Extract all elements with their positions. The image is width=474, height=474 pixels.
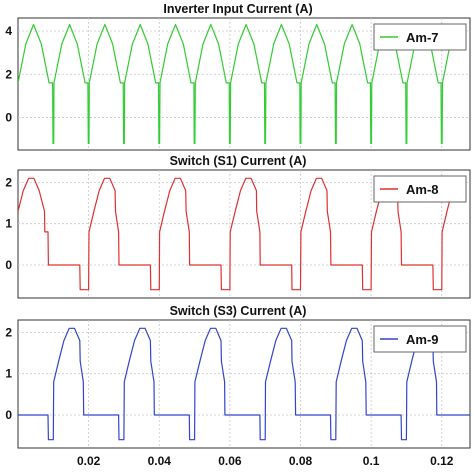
x-tick-label: 0.06: [218, 454, 242, 468]
x-tick-label: 0.08: [289, 454, 313, 468]
x-tick-label: 0.02: [77, 454, 101, 468]
chart-panel-3: Switch (S3) Current (A) 0 1 2 0.02 0.04 0.06 0.…: [5, 304, 471, 468]
chart-title: Inverter Input Current (A): [163, 2, 312, 16]
series-line-am-9: [18, 327, 470, 441]
x-tick-label: 0.04: [148, 454, 172, 468]
y-tick-label: 0: [5, 111, 12, 125]
chart-title: Switch (S3) Current (A): [170, 304, 307, 318]
y-tick-label: 2: [5, 67, 12, 81]
legend-label: Am-8: [406, 182, 439, 197]
y-tick-label: 2: [5, 325, 12, 339]
y-tick-label: 4: [5, 24, 12, 38]
legend: Am-8: [373, 175, 467, 203]
chart-title: Switch (S1) Current (A): [170, 154, 307, 168]
y-tick-label: 1: [5, 217, 12, 231]
legend: Am-9: [373, 325, 467, 353]
legend-label: Am-9: [406, 332, 439, 347]
y-tick-label: 0: [5, 408, 12, 422]
chart-panel-2: Switch (S1) Current (A) 0 1 2 Am-8: [5, 154, 471, 299]
legend-label: Am-7: [406, 30, 439, 45]
y-tick-label: 0: [5, 258, 12, 272]
y-tick-label: 2: [5, 175, 12, 189]
y-tick-label: 1: [5, 367, 12, 381]
legend: Am-7: [373, 23, 467, 51]
x-tick-label: 0.1: [363, 454, 380, 468]
x-tick-label: 0.12: [430, 454, 454, 468]
chart-panel-1: Inverter Input Current (A) 0 2 4 Am-7: [5, 2, 471, 151]
